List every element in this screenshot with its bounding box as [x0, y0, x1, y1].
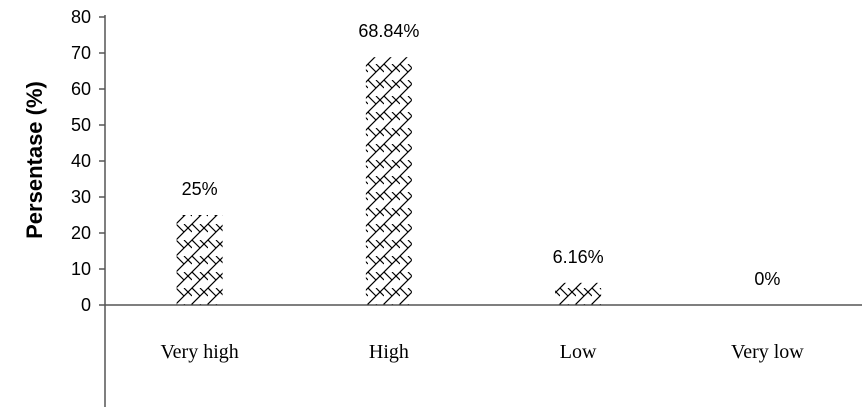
bar-high — [365, 57, 412, 306]
bar-low — [555, 282, 602, 305]
bar-very-high — [176, 215, 223, 305]
category-label: Low — [560, 341, 597, 363]
y-tick-label: 80 — [71, 7, 91, 27]
y-tick-label: 10 — [71, 259, 91, 279]
data-labels: 25% 68.84% 6.16% 0% — [182, 21, 781, 289]
data-label: 6.16% — [553, 247, 604, 267]
y-tick-label: 20 — [71, 223, 91, 243]
y-axis-title: Persentase (%) — [22, 81, 47, 239]
category-labels: Very high High Low Very low — [160, 341, 804, 363]
data-label: 25% — [182, 179, 218, 199]
y-tick-label: 0 — [81, 295, 91, 315]
category-label: Very low — [731, 341, 804, 363]
y-tick-label: 70 — [71, 43, 91, 63]
y-tick-label: 50 — [71, 115, 91, 135]
category-label: High — [369, 341, 409, 363]
data-label: 0% — [754, 269, 780, 289]
y-tick-label: 40 — [71, 151, 91, 171]
data-label: 68.84% — [358, 21, 419, 41]
y-tick-label: 60 — [71, 79, 91, 99]
y-tick-label: 30 — [71, 187, 91, 207]
bars — [176, 57, 602, 306]
y-axis-ticks: 0 10 20 30 40 50 60 70 80 — [71, 7, 105, 315]
category-label: Very high — [160, 341, 238, 363]
